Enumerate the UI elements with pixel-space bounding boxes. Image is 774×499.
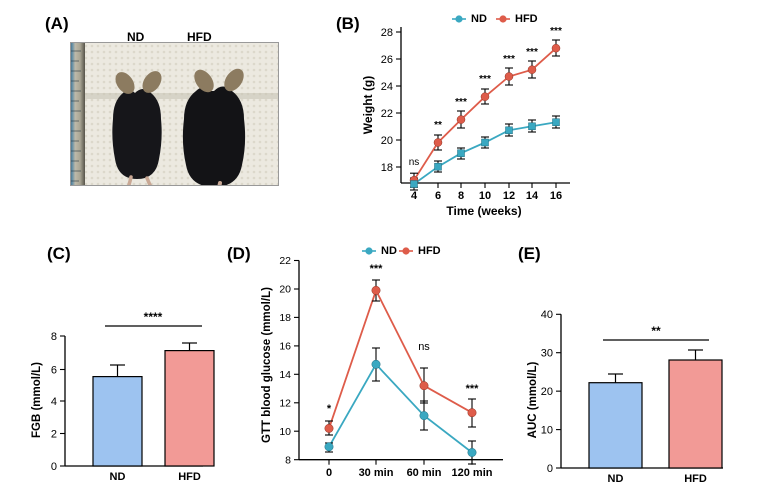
svg-text:ND: ND: [608, 473, 624, 485]
svg-text:30: 30: [541, 348, 553, 360]
svg-text:0: 0: [547, 463, 553, 475]
svg-text:40: 40: [541, 309, 553, 321]
svg-text:HFD: HFD: [684, 473, 707, 485]
svg-text:**: **: [651, 324, 661, 338]
svg-text:20: 20: [541, 386, 553, 398]
svg-text:AUC (mmol/L): AUC (mmol/L): [527, 362, 539, 439]
svg-text:10: 10: [541, 425, 553, 437]
